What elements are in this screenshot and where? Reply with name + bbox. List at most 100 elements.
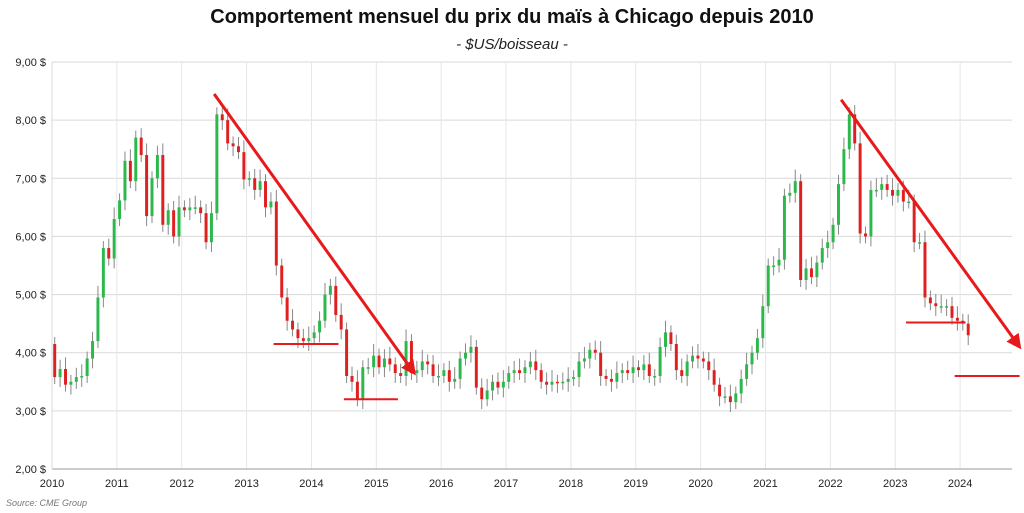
candle-up [842,149,846,185]
candle-down [139,137,143,156]
candle-up [755,338,759,353]
candle-up [820,248,824,263]
candle-down [669,332,673,344]
candle-up [247,178,251,180]
candle-down [409,341,413,374]
candle-up [766,265,770,307]
candle-down [680,370,684,376]
candle-down [604,375,608,379]
candle-down [388,358,392,365]
candle-up [561,381,565,384]
x-tick-label: 2015 [364,478,388,490]
candle-up [572,377,576,379]
candle-down [242,152,246,180]
candle-up [209,213,213,243]
candle-down [291,320,295,330]
candle-up [566,378,570,382]
candle-up [96,297,100,342]
candle-down [609,378,613,382]
candle-down [928,297,932,304]
candle-down [64,368,67,385]
candle-up [453,378,457,382]
candle-up [312,332,316,339]
candle-up [577,361,581,378]
candle-down [431,364,435,376]
candle-up [458,358,462,379]
candle-down [674,343,678,371]
x-tick-label: 2019 [624,478,648,490]
candle-down [399,373,403,376]
candle-down [128,160,132,182]
candle-down [864,233,867,237]
candle-down [912,201,916,243]
y-tick-label: 3,00 $ [15,406,46,418]
candle-up [918,242,922,244]
candle-down [264,181,267,208]
candle-down [447,370,451,382]
candle-up [772,265,776,267]
candle-up [691,355,695,362]
candle-down [107,248,111,259]
candle-up [907,201,911,204]
candle-down [707,361,711,371]
chart-title: Comportement mensuel du prix du maïs à C… [210,6,814,28]
candle-up [69,381,73,385]
candle-down [393,364,397,374]
candle-down [355,381,359,400]
candle-down [274,201,278,266]
candle-down [853,114,857,144]
candle-down [701,358,705,362]
candle-down [712,370,716,385]
candle-up [155,155,159,179]
candle-up [382,358,386,368]
candle-up [739,378,743,394]
candle-up [723,396,727,398]
candle-up [366,367,370,369]
candle-down [296,329,300,339]
candle-up [528,361,532,368]
candle-up [658,346,662,376]
candle-up [831,224,835,243]
x-tick-label: 2017 [494,478,518,490]
candle-down [204,213,208,243]
candle-up [464,352,467,359]
candle-down [728,396,732,403]
candle-up [361,367,365,400]
x-tick-label: 2023 [883,478,907,490]
x-tick-label: 2020 [688,478,712,490]
candle-down [934,303,938,307]
candle-up [469,346,473,353]
y-tick-label: 2,00 $ [15,464,46,476]
x-tick-label: 2014 [299,478,323,490]
candle-up [80,375,84,378]
candle-down [809,268,813,278]
candle-up [826,242,830,249]
candle-up [745,364,749,379]
candle-up [112,218,116,259]
candle-down [955,317,959,321]
candle-down [334,285,338,315]
candle-up [734,393,738,403]
candle-up [101,248,105,298]
candle-down [885,184,889,190]
x-tick-label: 2013 [234,478,258,490]
candle-down [285,297,289,321]
candle-up [177,207,181,237]
candle-down [231,143,235,147]
candle-down [539,370,543,382]
candle-up [874,189,878,192]
candle-up [588,349,592,359]
candle-down [426,361,430,365]
candle-up [550,381,554,385]
candle-down [280,265,284,298]
x-tick-label: 2018 [559,478,583,490]
candle-up [582,358,586,362]
candle-up [761,306,765,339]
candle-down [555,381,559,384]
x-tick-label: 2010 [40,478,64,490]
candle-up [318,320,322,333]
candle-up [415,370,419,374]
candle-down [696,355,700,359]
candle-up [945,306,949,308]
